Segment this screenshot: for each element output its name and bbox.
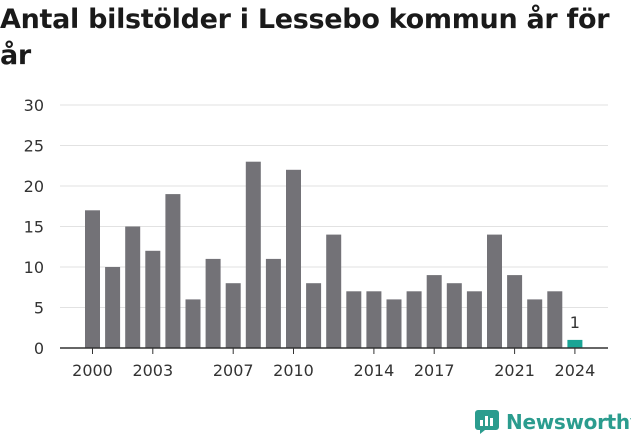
data-label: 1 — [570, 313, 580, 332]
bar — [366, 291, 382, 348]
bar — [185, 299, 201, 348]
bar — [265, 258, 281, 348]
bar — [567, 339, 583, 348]
bar — [225, 283, 241, 348]
chart-title: Antal bilstölder i Lessebo kommun år för… — [0, 4, 610, 71]
x-tick-label: 2010 — [273, 361, 314, 380]
bar — [426, 275, 442, 348]
bar — [446, 283, 462, 348]
bar — [547, 291, 563, 348]
y-tick-label: 25 — [24, 137, 44, 156]
y-tick-label: 20 — [24, 177, 44, 196]
x-tick-label: 2007 — [213, 361, 254, 380]
bar — [507, 275, 523, 348]
bar — [466, 291, 482, 348]
y-tick-label: 30 — [24, 96, 44, 115]
bar — [286, 169, 301, 348]
bar — [125, 226, 141, 348]
x-tick-label: 2021 — [494, 361, 535, 380]
y-tick-label: 15 — [24, 218, 44, 237]
bar — [487, 234, 502, 348]
x-tick-label: 2024 — [555, 361, 596, 380]
y-tick-label: 0 — [34, 339, 44, 358]
x-tick-label: 2003 — [132, 361, 173, 380]
bar — [105, 267, 121, 348]
x-tick-label: 2000 — [72, 361, 113, 380]
bar — [406, 291, 422, 348]
logo-text: Newsworthy — [506, 410, 631, 434]
newsworthy-logo: Newsworthy — [474, 406, 631, 438]
bar — [326, 234, 342, 348]
y-tick-label: 5 — [34, 299, 44, 318]
bar — [245, 161, 261, 348]
x-tick-label: 2017 — [414, 361, 455, 380]
x-tick-label: 2014 — [354, 361, 395, 380]
bar — [386, 299, 402, 348]
bar — [145, 250, 161, 348]
bar — [346, 291, 362, 348]
bar-chart-badge-icon — [475, 410, 499, 434]
bar — [85, 210, 100, 348]
bar — [205, 258, 221, 348]
bar-chart: 0 5 10 15 20 25 30 2000 2003 2007 2010 2014 2017 2021… — [24, 96, 608, 380]
bar — [527, 299, 543, 348]
y-tick-label: 10 — [24, 258, 44, 277]
bar — [165, 194, 181, 348]
bar — [306, 283, 322, 348]
